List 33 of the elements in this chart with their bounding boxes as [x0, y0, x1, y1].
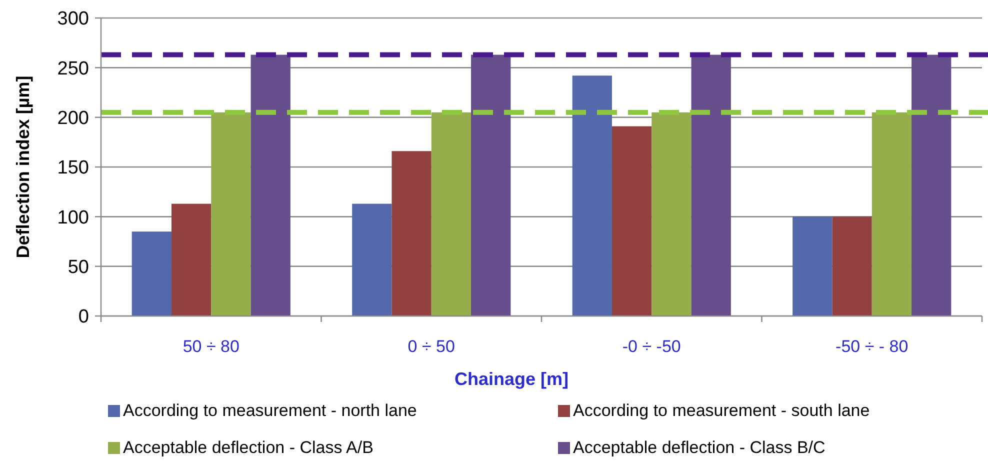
y-axis-title: Deflection index [µm]	[13, 76, 33, 258]
bar	[250, 54, 290, 316]
bar	[431, 112, 472, 316]
y-tick-label: 200	[57, 108, 89, 129]
bar	[612, 126, 652, 316]
x-tick-label: 50 ÷ 80	[182, 337, 240, 356]
y-tick-label: 250	[57, 58, 89, 80]
y-tick-label: 300	[57, 8, 89, 30]
bar	[471, 54, 511, 316]
bar	[352, 204, 392, 316]
y-tick-label: 50	[68, 256, 89, 278]
legend-label: Acceptable deflection - Class A/B	[123, 438, 374, 457]
bar	[572, 76, 612, 316]
bar	[872, 112, 912, 316]
y-tick-label: 150	[57, 158, 89, 179]
x-tick-label: 0 ÷ 50	[408, 337, 455, 356]
bar	[832, 216, 872, 316]
legend-label: Acceptable deflection - Class B/C	[573, 438, 826, 457]
bar	[792, 216, 832, 316]
x-axis-title: Chainage [m]	[454, 369, 569, 389]
bar	[211, 112, 251, 316]
legend-label: According to measurement - south lane	[573, 401, 870, 420]
x-tick-label: -50 ÷ - 80	[836, 337, 908, 356]
bar	[392, 151, 432, 316]
bar	[691, 54, 731, 316]
legend-label: According to measurement - north lane	[123, 401, 417, 420]
bar	[912, 54, 952, 316]
y-tick-label: 0	[78, 306, 89, 328]
y-tick-label: 100	[57, 207, 89, 228]
x-tick-label: -0 ÷ -50	[622, 337, 681, 356]
bar	[171, 204, 212, 316]
bar	[652, 112, 692, 316]
bar	[132, 232, 172, 316]
